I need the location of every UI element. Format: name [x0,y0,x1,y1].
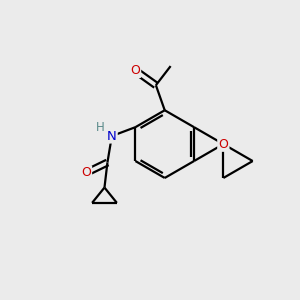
Text: N: N [107,130,117,142]
Text: O: O [218,138,228,151]
Text: H: H [96,121,105,134]
Text: O: O [81,166,91,179]
Text: O: O [130,64,140,77]
Text: O: O [218,138,228,151]
